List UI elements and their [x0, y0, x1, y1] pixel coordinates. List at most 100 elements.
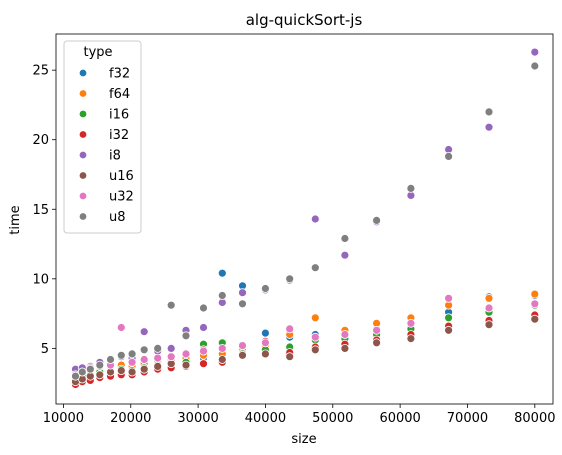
- x-tick-label: 50000: [312, 411, 353, 426]
- x-tick-label: 80000: [514, 411, 555, 426]
- data-point-u8-9: [166, 300, 176, 310]
- data-point-i8-22: [530, 47, 540, 57]
- data-point-u16-14: [260, 349, 270, 359]
- data-point-i8-9: [166, 343, 176, 353]
- y-tick-label: 5: [41, 342, 49, 357]
- x-tick-label: 70000: [447, 411, 488, 426]
- data-point-u32-19: [406, 318, 416, 328]
- data-point-u32-17: [340, 330, 350, 339]
- x-tick-label: 40000: [245, 411, 286, 426]
- data-point-u8-19: [406, 183, 416, 193]
- data-point-u32-22: [530, 299, 540, 309]
- data-point-u8-7: [139, 345, 149, 355]
- data-point-i8-16: [310, 214, 320, 224]
- data-point-i8-13: [238, 288, 247, 298]
- data-point-i32-11: [199, 359, 208, 369]
- x-tick-label: 10000: [43, 411, 84, 426]
- legend-label-u16: u16: [109, 169, 134, 184]
- legend-label-u8: u8: [109, 210, 126, 225]
- data-point-u16-20: [444, 325, 454, 335]
- data-point-u16-18: [372, 338, 382, 348]
- data-point-u8-17: [340, 234, 350, 243]
- data-point-u16-22: [530, 314, 540, 324]
- data-point-i8-7: [139, 327, 149, 337]
- legend-label-f64: f64: [109, 87, 130, 102]
- x-tick-label: 20000: [110, 411, 151, 426]
- legend-marker-u8: [78, 212, 88, 221]
- data-point-u16-17: [340, 343, 350, 353]
- data-point-u32-18: [372, 325, 382, 335]
- legend-marker-u32: [78, 191, 88, 201]
- data-point-u32-13: [238, 341, 247, 351]
- legend: type f32 f64 i16 i32 i8 u16 u32 u8: [63, 40, 142, 234]
- data-point-f64-16: [310, 313, 320, 323]
- data-point-u16-6: [127, 367, 137, 377]
- data-point-u16-13: [238, 350, 247, 360]
- data-point-u16-16: [310, 345, 320, 355]
- y-tick-label: 25: [32, 64, 49, 79]
- data-point-u8-0: [71, 371, 80, 381]
- data-point-i8-17: [340, 250, 350, 260]
- data-point-u8-1: [77, 367, 87, 377]
- y-tick-label: 10: [32, 272, 49, 287]
- data-point-u32-7: [139, 355, 149, 364]
- data-point-u8-8: [153, 343, 163, 353]
- data-point-u8-10: [181, 331, 191, 341]
- data-point-u32-5: [116, 323, 126, 332]
- data-point-u32-16: [310, 332, 320, 342]
- data-point-u16-3: [95, 370, 105, 380]
- data-point-u8-15: [285, 274, 295, 284]
- legend-marker-i8: [78, 150, 88, 160]
- data-point-u8-2: [85, 364, 95, 374]
- data-point-u8-6: [127, 349, 137, 359]
- legend-label-i8: i8: [109, 149, 121, 164]
- data-point-u32-10: [181, 349, 191, 359]
- y-tick-label: 15: [32, 203, 49, 218]
- legend-marker-f32: [78, 68, 88, 78]
- data-point-u16-5: [116, 366, 126, 376]
- data-point-u32-12: [217, 343, 227, 353]
- data-point-u8-12: [217, 291, 227, 300]
- data-point-u32-21: [484, 303, 494, 313]
- y-axis-label: time: [8, 205, 23, 234]
- legend-label-u32: u32: [109, 190, 134, 205]
- data-point-u8-13: [238, 299, 247, 309]
- data-point-u8-16: [310, 263, 320, 273]
- data-point-i8-11: [199, 323, 208, 332]
- data-point-u8-20: [444, 151, 454, 161]
- data-point-u32-14: [260, 338, 270, 348]
- data-point-u16-8: [153, 361, 163, 371]
- legend-label-i32: i32: [109, 128, 129, 143]
- data-point-u8-11: [199, 303, 208, 313]
- data-point-u8-22: [530, 61, 540, 71]
- data-point-u16-10: [181, 360, 191, 370]
- legend-marker-i32: [78, 130, 88, 139]
- data-point-u32-8: [153, 353, 163, 363]
- data-point-u8-3: [95, 360, 105, 370]
- data-point-i8-21: [484, 122, 494, 132]
- data-point-u8-14: [260, 284, 270, 293]
- x-tick-label: 60000: [379, 411, 420, 426]
- data-point-u32-11: [199, 346, 208, 356]
- legend-label-f32: f32: [109, 67, 130, 82]
- data-point-i16-20: [444, 313, 454, 323]
- legend-marker-u16: [78, 171, 88, 180]
- data-point-u8-5: [116, 350, 126, 360]
- data-point-u16-15: [285, 352, 295, 362]
- data-point-u16-12: [217, 355, 227, 364]
- legend-marker-f64: [78, 89, 88, 98]
- data-point-f32-12: [217, 268, 227, 278]
- x-axis-label: size: [291, 432, 316, 447]
- data-point-u8-18: [372, 215, 382, 225]
- data-point-u8-21: [484, 107, 494, 117]
- data-point-u8-4: [106, 355, 115, 364]
- data-point-u32-9: [166, 352, 176, 362]
- legend-box: [63, 40, 142, 234]
- data-point-u16-19: [406, 334, 416, 344]
- data-point-u32-20: [444, 293, 454, 303]
- x-tick-label: 30000: [177, 411, 218, 426]
- chart-title: alg-quickSort-js: [246, 11, 363, 29]
- data-point-u16-21: [484, 320, 494, 330]
- y-tick-label: 20: [32, 133, 49, 148]
